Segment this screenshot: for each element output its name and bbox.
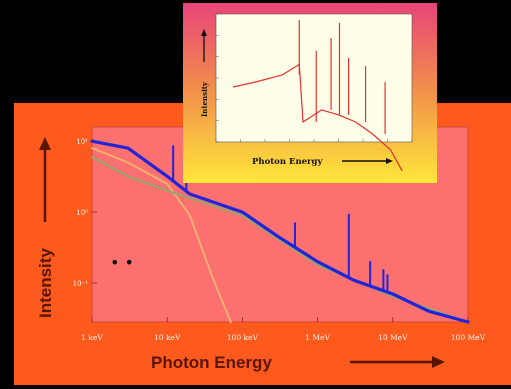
series-line-2 — [91, 147, 232, 323]
x-tick-label: 10 keV — [154, 333, 181, 342]
x-tick-label: 10 MeV — [378, 333, 408, 342]
x-tick-label: 1 MeV — [305, 333, 330, 342]
y-axis-arrow — [39, 137, 51, 222]
x-axis-label: Photon Energy — [151, 353, 272, 372]
x-tick-label: 100 keV — [227, 333, 259, 342]
inset-x-axis-label: Photon Energy — [252, 157, 323, 167]
x-tick-label: 1 keV — [81, 333, 103, 342]
y-tick-label: 10⁻¹ — [73, 280, 89, 288]
series-line-1 — [91, 155, 469, 323]
series-line-0 — [90, 139, 470, 324]
x-tick-label: 100 MeV — [451, 333, 486, 342]
inset-x-axis-arrow — [342, 158, 393, 164]
decorative-dots: • • — [110, 253, 134, 272]
inset-y-axis-arrow — [201, 29, 207, 62]
inset-y-axis-label: Intensity — [200, 81, 209, 117]
x-axis-arrow — [350, 356, 445, 368]
y-tick-label: 10⁰ — [76, 209, 88, 217]
inset-series-line — [232, 63, 403, 172]
inset-plot-area — [215, 13, 413, 143]
y-axis-label: Intensity — [36, 248, 55, 318]
y-tick-label: 10¹ — [76, 138, 88, 146]
